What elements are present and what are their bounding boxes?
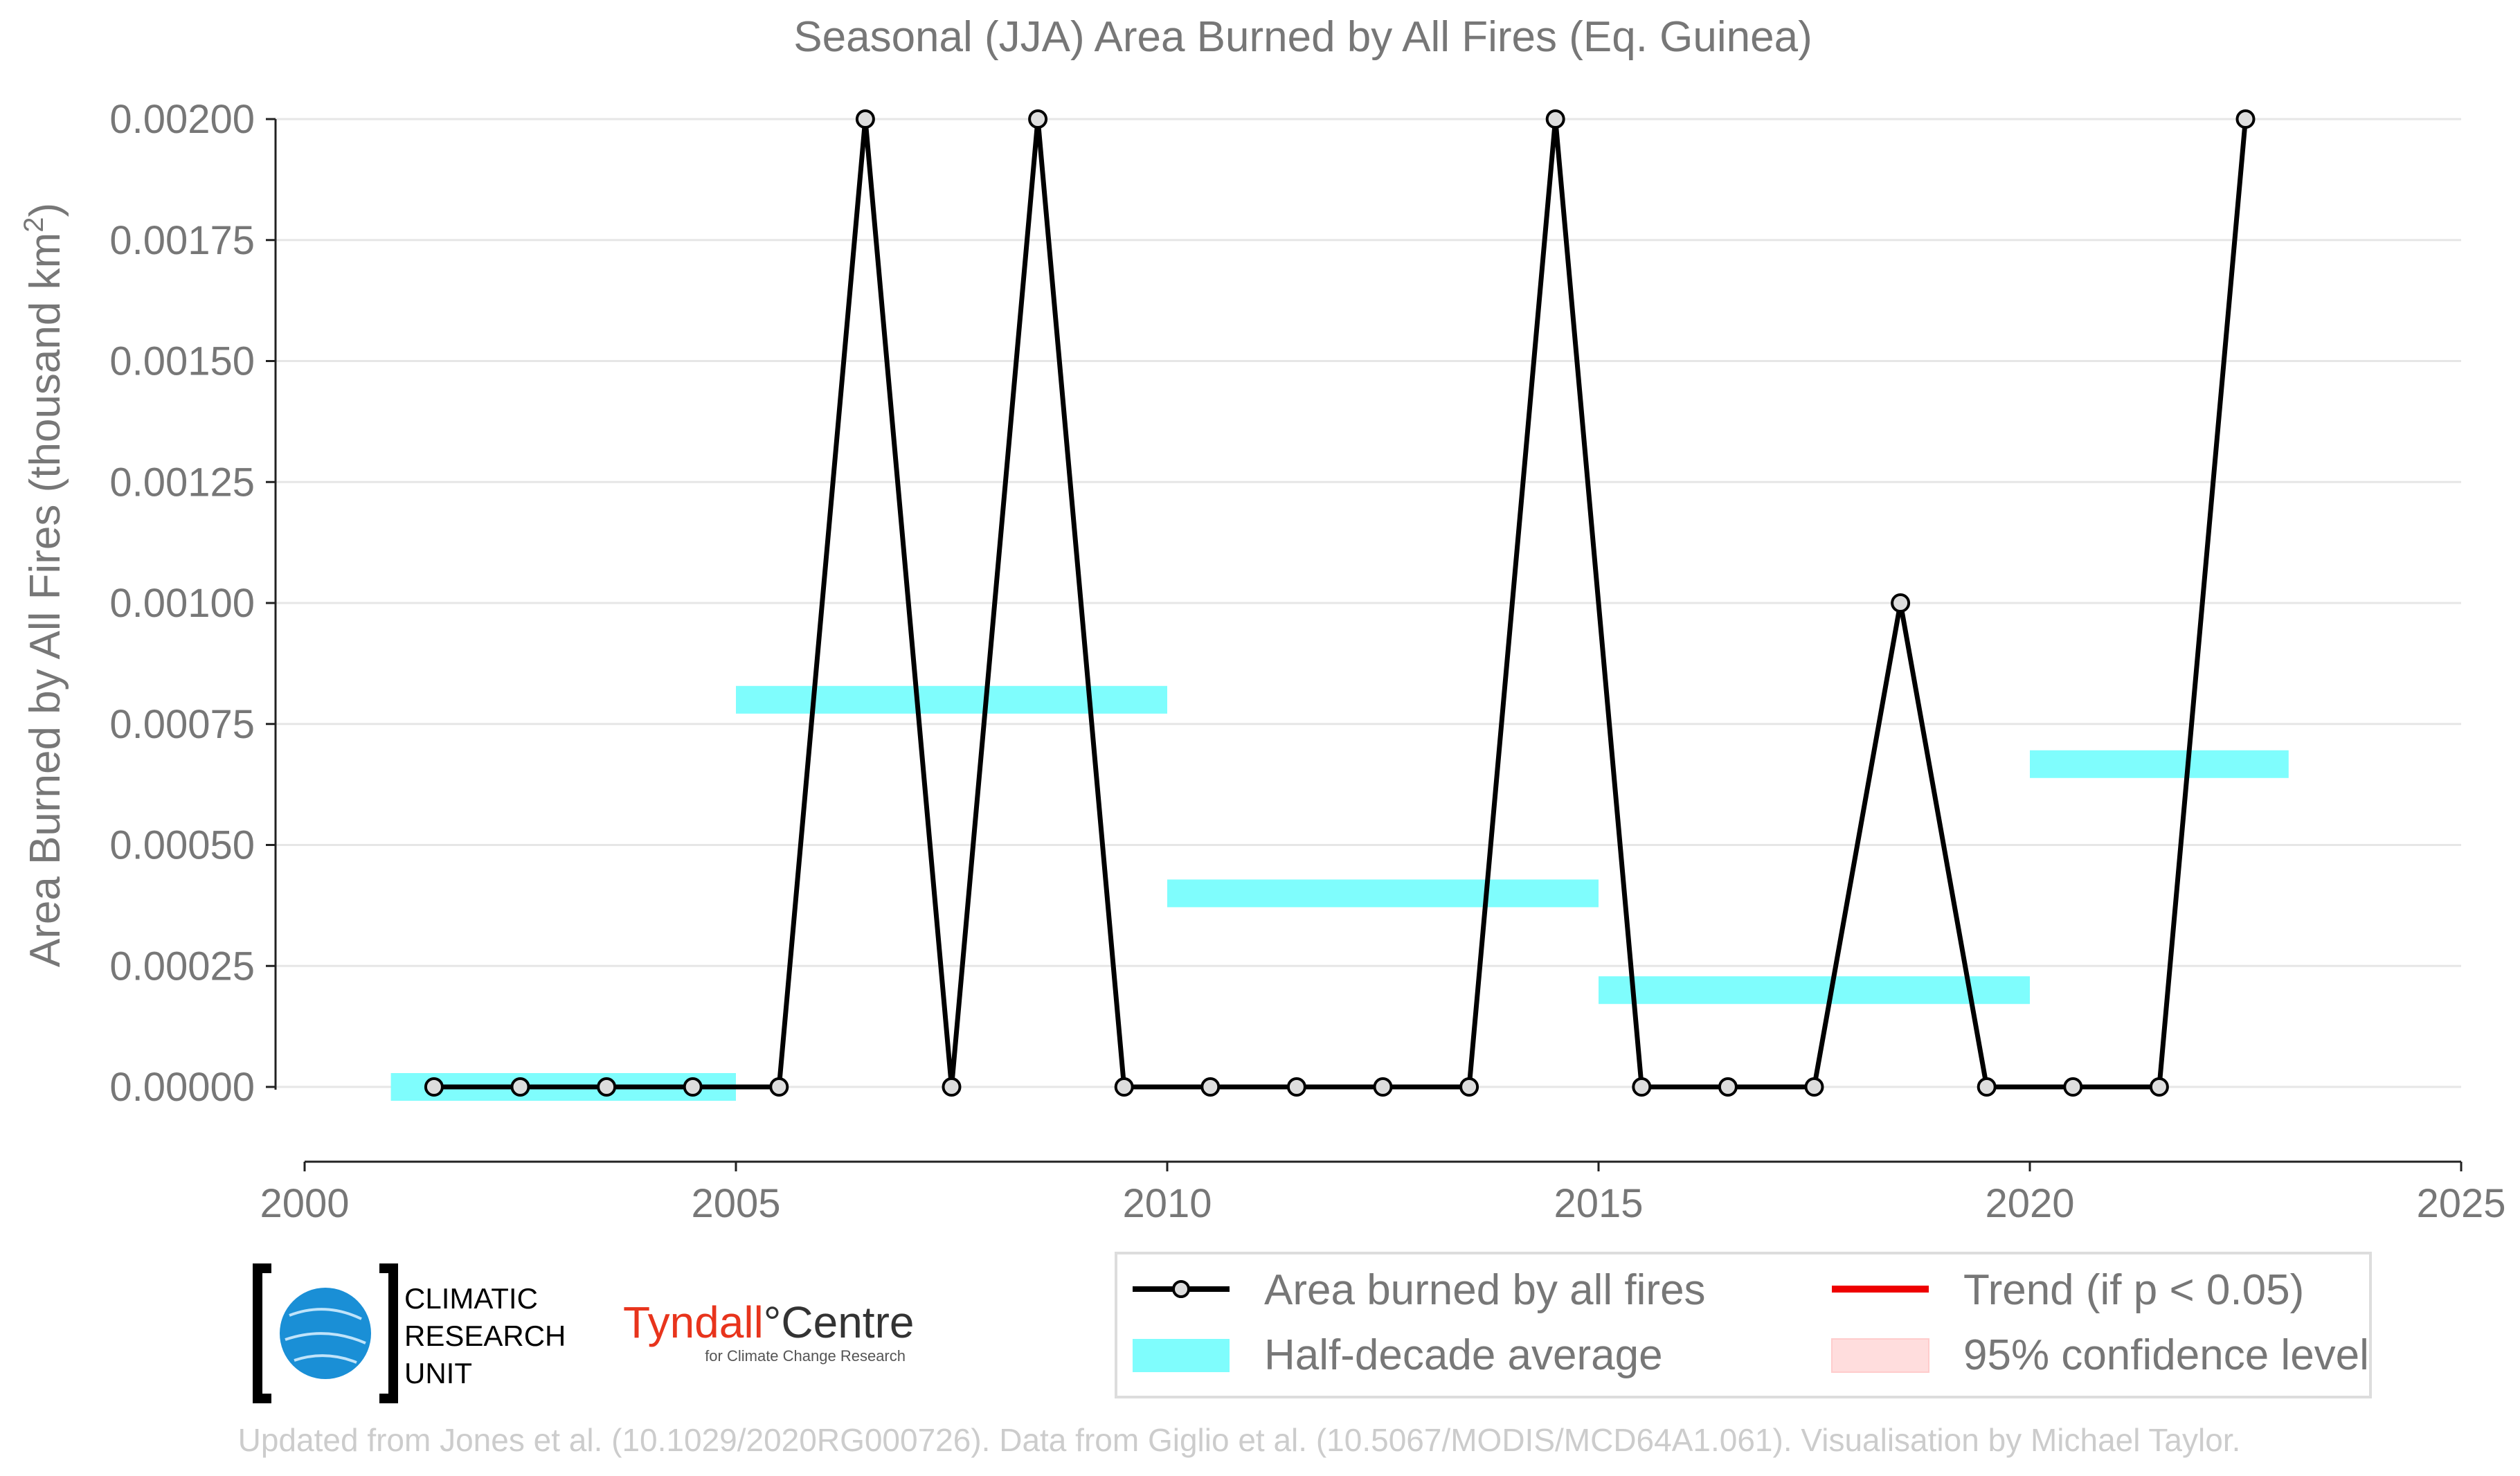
tyndall-centre: Centre [781,1297,914,1347]
y-tick-label-8: 0.00200 [109,97,255,142]
data-point-8 [1114,1077,1134,1097]
data-point-4 [769,1077,789,1097]
half-decade-average-bar-3 [1599,976,2030,1005]
cru-globe-lines [285,1308,366,1364]
data-point-6 [942,1077,962,1097]
data-point-2 [597,1077,617,1097]
half-decade-average-bar-2 [1167,879,1599,908]
legend-box [1115,1252,2372,1398]
tyndall-degree: ° [764,1297,782,1347]
data-point-9 [1200,1077,1221,1097]
cru-text-unit: UNIT [404,1357,472,1389]
data-point-17 [1891,593,1911,613]
tyndall-name: Tyndall [623,1297,764,1347]
data-point-13 [1545,109,1565,129]
half-decade-average-bar-4 [2030,750,2289,778]
tyndall-logo: Tyndall°Centre for Climate Change Resear… [623,1297,914,1365]
data-point-21 [2235,109,2256,129]
x-tick-label-0: 2000 [260,1181,349,1226]
y-tick-label-7: 0.00175 [109,218,255,263]
data-point-20 [2149,1077,2169,1097]
y-axis-label-superscript: 2 [19,217,49,233]
half-decade-average-bar-1 [736,685,1167,714]
data-point-10 [1286,1077,1306,1097]
data-point-12 [1459,1077,1479,1097]
data-point-18 [1977,1077,1997,1097]
cru-text-climatic: CLIMATIC [404,1282,538,1315]
chart-title: Seasonal (JJA) Area Burned by All Fires … [793,13,1812,61]
x-tick-label-5: 2025 [2416,1181,2505,1226]
legend: Area burned by all fires Trend (if p < 0… [1115,1252,2372,1398]
axes: 0.00000 0.00025 0.00050 0.00075 0.00100 0.001… [109,97,2505,1226]
footer-credit: Updated from Jones et al. (10.1029/2020R… [238,1422,2241,1458]
gridlines [276,118,2461,1088]
legend-swatch-confidence [1831,1338,1929,1373]
y-tick-label-6: 0.00150 [109,339,255,384]
tyndall-subtitle: for Climate Change Research [705,1347,906,1365]
series-line-area-burned [433,116,2248,1090]
data-point-5 [855,109,875,129]
data-point-11 [1373,1077,1393,1097]
legend-swatch-half-decade [1133,1339,1230,1372]
y-tick-label-2: 0.00050 [109,823,255,868]
legend-label-half-decade: Half-decade average [1264,1331,1663,1379]
y-axis-label-text: Area Burned by All Fires (thousand km [21,233,69,967]
tyndall-wordmark: Tyndall°Centre [623,1297,914,1347]
x-tick-label-3: 2015 [1554,1181,1643,1226]
data-point-15 [1718,1077,1738,1097]
cru-logo-left-bracket [253,1263,271,1403]
data-point-0 [424,1077,444,1097]
x-tick-label-2: 2010 [1122,1181,1212,1226]
x-tick-label-1: 2005 [691,1181,780,1226]
data-point-1 [510,1077,530,1097]
y-tick-label-4: 0.00100 [109,581,255,626]
cru-logo: CLIMATIC RESEARCH UNIT [253,1263,566,1403]
data-point-7 [1028,109,1048,129]
cru-logo-right-bracket [379,1263,398,1403]
legend-label-trend: Trend (if p < 0.05) [1963,1266,2304,1314]
legend-marker-area-burned [1172,1280,1190,1298]
data-point-19 [2063,1077,2083,1097]
legend-label-area-burned: Area burned by all fires [1264,1266,1706,1314]
y-axis-label-end: ) [21,203,69,217]
data-point-14 [1632,1077,1652,1097]
legend-label-confidence: 95% confidence level [1963,1331,2369,1379]
series-area-burned [424,109,2256,1097]
data-point-3 [683,1077,703,1097]
cru-text-research: RESEARCH [404,1320,566,1352]
y-tick-label-5: 0.00125 [109,460,255,505]
y-axis-label: Area Burned by All Fires (thousand km2) [19,203,69,967]
y-tick-label-1: 0.00025 [109,944,255,989]
y-tick-label-0: 0.00000 [109,1065,255,1110]
data-point-16 [1804,1077,1824,1097]
half-decade-average-bars [390,685,2289,1101]
y-tick-label-3: 0.00075 [109,702,255,747]
x-tick-label-4: 2020 [1985,1181,2074,1226]
